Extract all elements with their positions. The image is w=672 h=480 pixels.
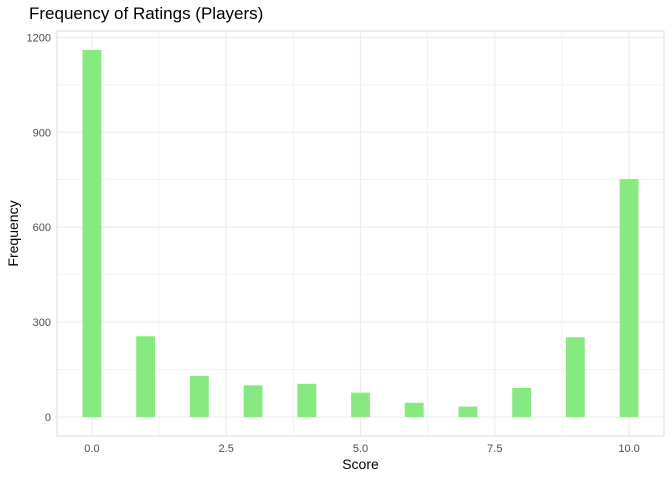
bar-score-3 — [243, 385, 263, 418]
y-tick-label: 600 — [33, 222, 51, 234]
x-tick-label: 10.0 — [618, 443, 639, 455]
bar-score-8 — [512, 387, 532, 418]
x-tick-label: 5.0 — [353, 443, 368, 455]
x-axis-title: Score — [342, 456, 379, 472]
y-axis-title: Frequency — [5, 200, 21, 266]
bar-score-2 — [189, 375, 209, 418]
y-tick-label: 0 — [45, 412, 51, 424]
y-tick-label: 1200 — [27, 32, 51, 44]
bar-score-10 — [619, 179, 639, 418]
tick-labels: 0.0 2.5 5.0 7.5 10.0 0 300 600 900 1200 — [27, 32, 640, 455]
bar-score-1 — [136, 336, 156, 418]
bar-score-6 — [404, 402, 424, 418]
x-tick-label: 2.5 — [219, 443, 234, 455]
bar-score-0 — [82, 49, 102, 418]
bars — [82, 49, 639, 418]
y-tick-label: 300 — [33, 317, 51, 329]
bar-score-9 — [565, 337, 585, 418]
chart-title: Frequency of Ratings (Players) — [29, 4, 264, 23]
bar-score-7 — [458, 406, 478, 418]
bar-score-4 — [297, 383, 317, 418]
x-tick-label: 7.5 — [487, 443, 502, 455]
panel-border — [56, 30, 665, 437]
y-tick-label: 900 — [33, 127, 51, 139]
bar-score-5 — [351, 392, 370, 418]
x-tick-label: 0.0 — [84, 443, 99, 455]
